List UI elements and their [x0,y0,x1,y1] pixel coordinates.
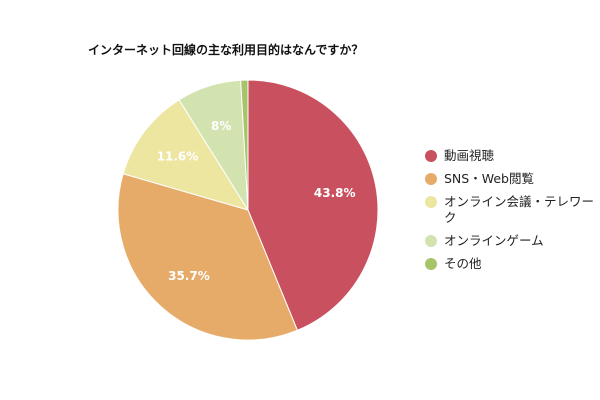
legend: 動画視聴 SNS・Web閲覧オンライン会議・テレワークオンラインゲーム その他 [425,148,600,279]
legend-item-5: その他 [425,256,600,272]
legend-swatch [425,196,437,208]
legend-swatch [425,235,437,247]
legend-label: 動画視聴 [444,148,495,163]
pie-slices [117,79,379,341]
legend-label: オンラインゲーム [444,233,544,248]
legend-label: オンライン会議・テレワーク [444,194,595,225]
data-label-4: 8% [211,119,231,133]
data-label-2: 35.7% [168,269,210,283]
pie-slice-1 [247,79,379,331]
data-label-3: 11.6% [157,150,199,164]
legend-swatch [425,258,437,270]
pie-data-labels: 43.8% 35.7% 11.6% 8% [157,119,356,283]
legend-item-3: オンライン会議・テレワーク [425,194,600,226]
pie-slice-3 [122,99,250,211]
legend-label: SNS・Web閲覧 [444,171,534,186]
legend-item-4: オンラインゲーム [425,233,600,249]
pie-slice-5 [240,79,249,211]
data-label-1: 43.8% [314,186,356,200]
legend-item-2: SNS・Web閲覧 [425,171,600,187]
legend-item-1: 動画視聴 [425,148,600,164]
legend-swatch [425,173,437,185]
pie-slice-2 [117,173,299,341]
legend-swatch [425,150,437,162]
chart-title: インターネット回線の主な利用目的はなんですか？ [88,43,364,57]
legend-label: その他 [444,256,482,271]
